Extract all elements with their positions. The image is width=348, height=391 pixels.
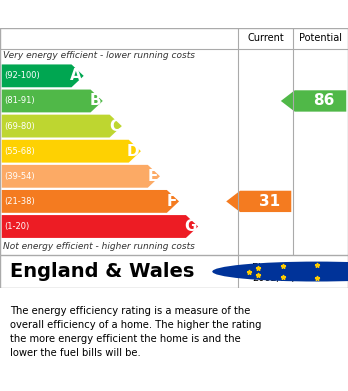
Text: (55-68): (55-68) (4, 147, 35, 156)
Polygon shape (2, 140, 141, 163)
Text: (92-100): (92-100) (4, 71, 40, 81)
Text: 2002/91/EC: 2002/91/EC (252, 273, 309, 283)
Polygon shape (2, 215, 198, 238)
Text: (69-80): (69-80) (4, 122, 35, 131)
Text: Potential: Potential (299, 33, 342, 43)
Text: E: E (148, 169, 158, 184)
Text: Current: Current (247, 33, 284, 43)
Text: Very energy efficient - lower running costs: Very energy efficient - lower running co… (3, 52, 196, 61)
Polygon shape (281, 90, 346, 112)
Polygon shape (2, 90, 103, 112)
Text: (39-54): (39-54) (4, 172, 35, 181)
Text: C: C (109, 118, 120, 134)
Text: 31: 31 (259, 194, 280, 209)
Polygon shape (2, 65, 84, 87)
Text: (1-20): (1-20) (4, 222, 30, 231)
Circle shape (212, 262, 348, 282)
Text: G: G (184, 219, 196, 234)
Text: England & Wales: England & Wales (10, 262, 195, 281)
Text: (81-91): (81-91) (4, 97, 35, 106)
Polygon shape (2, 165, 160, 188)
Text: D: D (127, 143, 139, 159)
Polygon shape (2, 190, 179, 213)
Text: Energy Efficiency Rating: Energy Efficiency Rating (10, 5, 258, 23)
Text: EU Directive: EU Directive (252, 263, 313, 273)
Text: B: B (89, 93, 101, 108)
Text: The energy efficiency rating is a measure of the
overall efficiency of a home. T: The energy efficiency rating is a measur… (10, 306, 262, 358)
Text: Not energy efficient - higher running costs: Not energy efficient - higher running co… (3, 242, 195, 251)
Polygon shape (2, 115, 122, 138)
Polygon shape (226, 191, 291, 212)
Text: A: A (70, 68, 82, 83)
Text: (21-38): (21-38) (4, 197, 35, 206)
Text: F: F (167, 194, 177, 209)
Text: 86: 86 (313, 93, 335, 108)
